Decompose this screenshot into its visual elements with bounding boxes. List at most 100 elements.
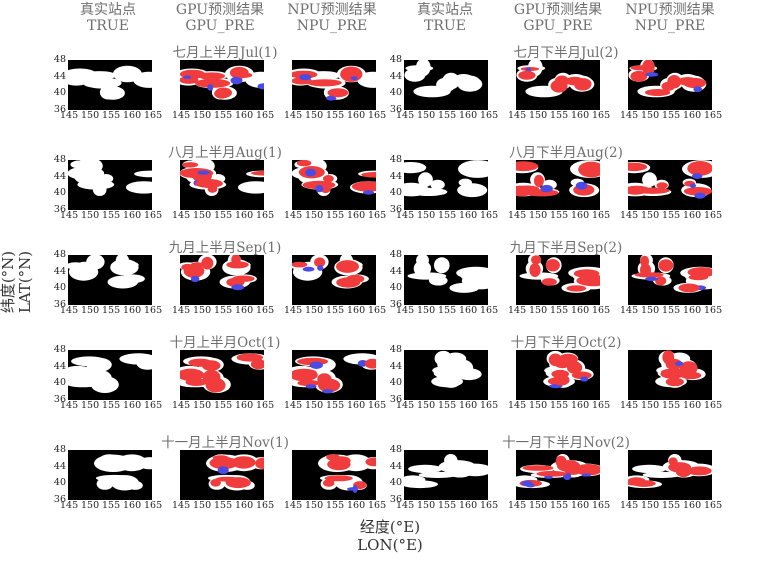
x-tick-label: 165 — [592, 500, 611, 511]
x-tick-label: 145 — [60, 110, 79, 121]
heatmap-panel-gpu — [516, 255, 600, 305]
panel-title-right: 八月下半月Aug(2) — [509, 145, 623, 161]
x-tick-label: 145 — [508, 500, 527, 511]
x-tick-label: 165 — [256, 500, 275, 511]
y-tick-label: 44 — [389, 460, 402, 472]
x-tick-label: 145 — [396, 305, 415, 316]
x-tick-label: 150 — [193, 400, 212, 411]
heatmap-panel-gpu — [516, 450, 600, 500]
x-tick-label: 145 — [508, 210, 527, 221]
x-tick-label: 165 — [368, 110, 387, 121]
y-tick-label: 36 — [53, 299, 66, 310]
x-tick-label: 160 — [235, 305, 254, 316]
x-tick-label: 165 — [144, 500, 163, 511]
region-predicted — [628, 186, 647, 195]
panel-title-right: 十月下半月Oct(2) — [510, 335, 622, 351]
heatmap-panel-npu — [628, 450, 712, 500]
x-tick-label: 150 — [417, 400, 436, 411]
region-predicted — [531, 255, 542, 265]
region-true — [82, 77, 122, 89]
x-tick-label: 145 — [172, 305, 191, 316]
x-tick-label: 155 — [550, 210, 569, 221]
x-tick-label: 150 — [305, 210, 324, 221]
y-tick-label: 36 — [53, 394, 66, 405]
region-predicted — [675, 466, 692, 477]
x-tick-label: 150 — [641, 210, 660, 221]
heatmap-panel-gpu — [516, 60, 600, 110]
region-predicted — [536, 470, 567, 477]
x-tick-label: 150 — [193, 210, 212, 221]
region-predicted — [658, 259, 674, 272]
heatmap-svg — [180, 255, 264, 305]
region-predicted — [518, 70, 536, 80]
y-tick-label: 48 — [389, 249, 402, 260]
region-true — [444, 454, 458, 467]
region-predicted — [255, 457, 264, 469]
y-tick-label: 44 — [389, 265, 402, 277]
region-true — [441, 373, 461, 388]
heatmap-panel-npu — [292, 60, 376, 110]
heatmap-panel-npu — [292, 255, 376, 305]
region-true — [430, 179, 445, 190]
region-true — [68, 367, 98, 377]
region-predicted — [250, 359, 264, 370]
region-missed — [540, 184, 553, 193]
region-true — [416, 60, 431, 77]
region-predicted — [188, 358, 212, 367]
heatmap-svg — [68, 255, 152, 305]
x-tick-label: 155 — [550, 500, 569, 511]
region-true — [99, 85, 116, 100]
x-tick-label: 165 — [256, 210, 275, 221]
heatmap-svg — [628, 450, 712, 500]
region-true — [632, 464, 667, 473]
x-tick-label: 160 — [683, 500, 702, 511]
x-tick-label: 145 — [620, 500, 639, 511]
x-tick-label: 165 — [368, 400, 387, 411]
y-tick-label: 48 — [389, 154, 402, 165]
x-axis-label-en: LON(°E) — [357, 536, 423, 554]
y-tick-label: 44 — [53, 360, 66, 372]
y-tick-label: 36 — [389, 299, 402, 310]
y-tick-label: 40 — [389, 477, 402, 489]
x-tick-label: 155 — [438, 400, 457, 411]
heatmap-panel-npu — [628, 160, 712, 210]
column-header-cn: NPU预测结果 — [287, 2, 377, 18]
region-true — [413, 85, 451, 98]
region-predicted — [296, 160, 312, 167]
heatmap-panel-true — [404, 450, 488, 500]
region-predicted — [533, 174, 544, 188]
region-true — [68, 263, 99, 281]
heatmap-panel-true — [404, 255, 488, 305]
region-missed — [231, 284, 245, 291]
region-true — [136, 356, 152, 370]
region-predicted — [323, 175, 334, 183]
region-true — [68, 378, 101, 388]
heatmap-svg — [628, 350, 712, 400]
region-predicted — [234, 72, 253, 78]
region-predicted — [558, 353, 578, 366]
x-tick-label: 160 — [123, 500, 142, 511]
region-missed — [645, 72, 659, 77]
heatmap-svg — [628, 60, 712, 110]
heatmap-panel-true — [68, 255, 152, 305]
region-predicted — [297, 379, 320, 387]
y-tick-label: 44 — [53, 70, 66, 82]
column-header-cn: GPU预测结果 — [513, 2, 603, 18]
region-predicted — [555, 455, 567, 468]
panel-title-right: 九月下半月Sep(2) — [509, 240, 623, 256]
region-true — [107, 275, 138, 289]
region-predicted — [201, 256, 214, 270]
x-tick-label: 145 — [284, 110, 303, 121]
region-predicted — [336, 260, 359, 273]
region-missed — [230, 76, 243, 85]
panel-title-left: 八月上半月Aug(1) — [168, 145, 282, 161]
region-missed — [352, 485, 358, 493]
x-tick-label: 150 — [81, 305, 100, 316]
heatmap-panel-true — [68, 60, 152, 110]
y-tick-label: 44 — [53, 460, 66, 472]
x-tick-label: 160 — [683, 400, 702, 411]
region-missed — [315, 184, 324, 193]
region-predicted — [365, 457, 376, 467]
x-tick-label: 155 — [438, 110, 457, 121]
region-predicted — [541, 278, 557, 286]
